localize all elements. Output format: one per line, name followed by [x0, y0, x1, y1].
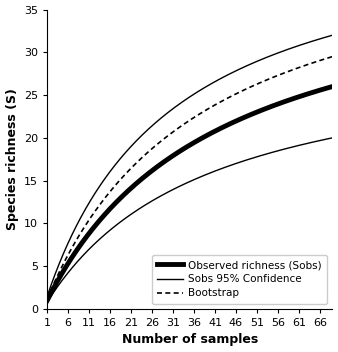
Legend: Observed richness (Sobs), Sobs 95% Confidence, Bootstrap: Observed richness (Sobs), Sobs 95% Confi…	[152, 255, 327, 304]
Y-axis label: Species richness (S): Species richness (S)	[5, 88, 19, 230]
X-axis label: Number of samples: Number of samples	[122, 333, 258, 346]
